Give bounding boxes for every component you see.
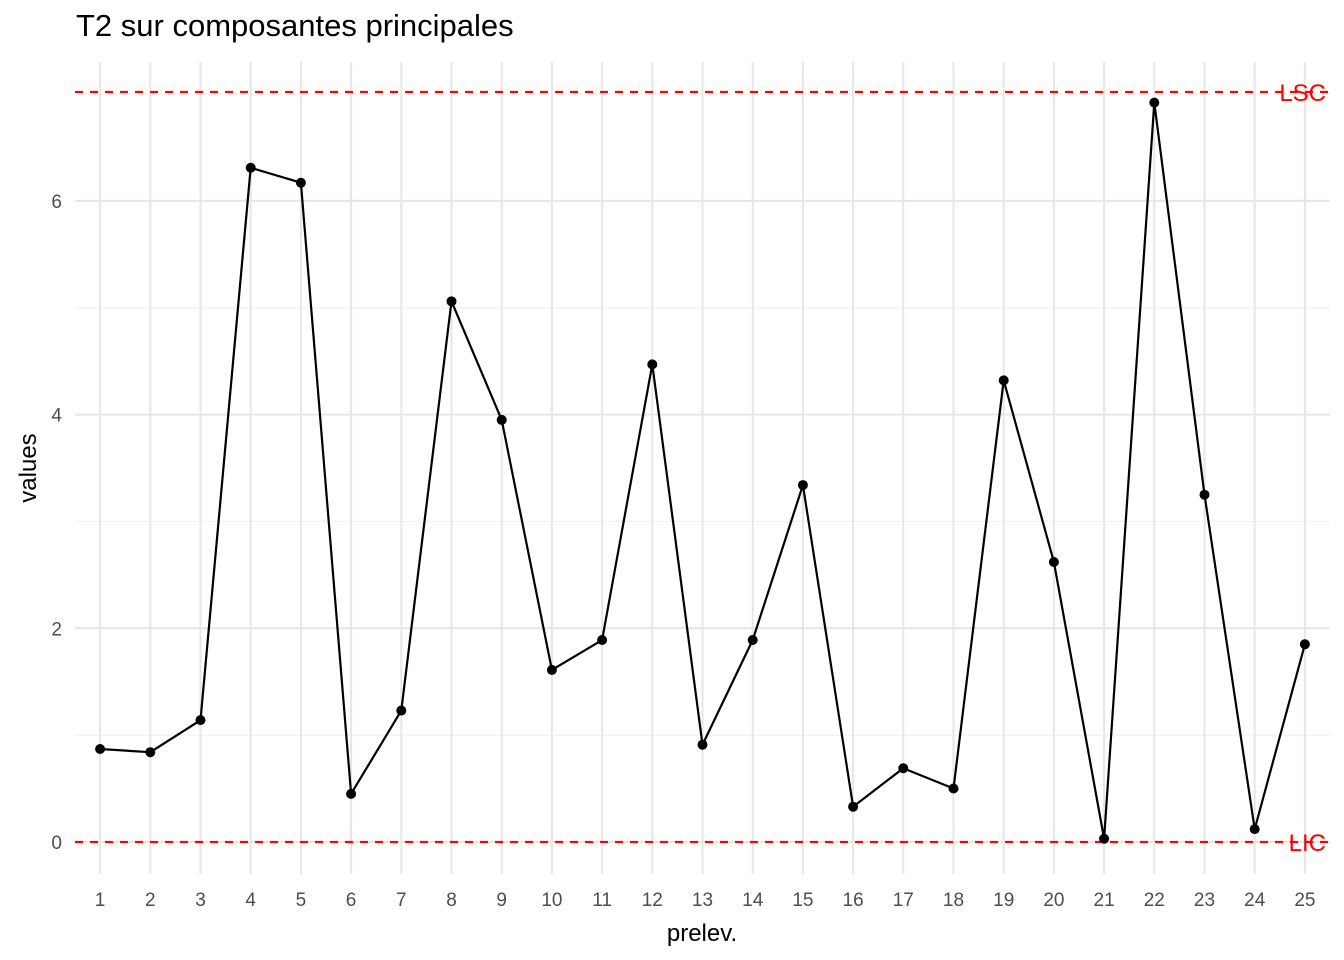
data-point [396,705,407,716]
data-point [1199,489,1210,500]
x-tick-label: 5 [296,890,307,911]
data-point [195,715,206,726]
data-point [898,763,909,774]
data-point [998,375,1009,386]
x-tick-label: 16 [843,890,864,911]
data-point [1249,824,1260,835]
x-tick-label: 4 [245,890,256,911]
x-tick-label: 18 [943,890,964,911]
tick-labels: 1 2 3 4 5 6 7 8 9 10 11 12 13 14 15 16 17 18 19 20 21 22 23 24 2… [51,192,1315,911]
x-tick-label: 17 [893,890,914,911]
data-point [1299,639,1310,650]
control-limit-lines: LSC LIC [75,80,1330,857]
y-tick-label: 6 [51,192,62,213]
x-tick-label: 25 [1294,890,1315,911]
data-point [697,739,708,750]
data-point [295,177,306,188]
y-tick-label: 0 [51,833,62,854]
data-point [797,480,808,491]
chart-title: T2 sur composantes principales [76,8,514,43]
series [95,97,1310,844]
data-point [1099,833,1110,844]
data-point [848,801,859,812]
x-tick-label: 10 [541,890,562,911]
x-tick-label: 7 [396,890,407,911]
grid-major [75,62,1330,874]
data-point [245,162,256,173]
x-tick-label: 6 [346,890,357,911]
x-tick-label: 9 [496,890,507,911]
data-point [1149,97,1160,108]
x-tick-label: 20 [1043,890,1064,911]
x-tick-label: 12 [642,890,663,911]
y-tick-label: 4 [51,406,62,427]
x-tick-label: 19 [993,890,1014,911]
data-point [647,359,658,370]
x-tick-label: 11 [592,890,612,911]
data-point [747,635,758,646]
data-point [446,296,457,307]
data-point [597,635,608,646]
limit-label-lic: LIC [1289,830,1326,857]
x-tick-label: 21 [1094,890,1115,911]
data-point [948,783,959,794]
limit-label-lsc: LSC [1279,80,1326,107]
x-tick-label: 23 [1194,890,1215,911]
x-tick-label: 1 [95,890,106,911]
data-point [496,414,507,425]
x-tick-label: 24 [1244,890,1266,911]
x-tick-label: 15 [792,890,813,911]
data-point [145,747,156,758]
y-tick-label: 2 [51,619,62,640]
x-tick-label: 3 [195,890,206,911]
y-axis-title: values [15,433,42,502]
data-point [1048,557,1059,568]
data-point [346,788,357,799]
x-tick-label: 13 [692,890,713,911]
x-tick-label: 8 [446,890,457,911]
data-point [546,664,557,675]
x-tick-label: 14 [742,890,764,911]
x-tick-label: 22 [1144,890,1165,911]
data-point [95,743,106,754]
x-tick-label: 2 [145,890,156,911]
x-axis-title: prelev. [667,920,737,947]
